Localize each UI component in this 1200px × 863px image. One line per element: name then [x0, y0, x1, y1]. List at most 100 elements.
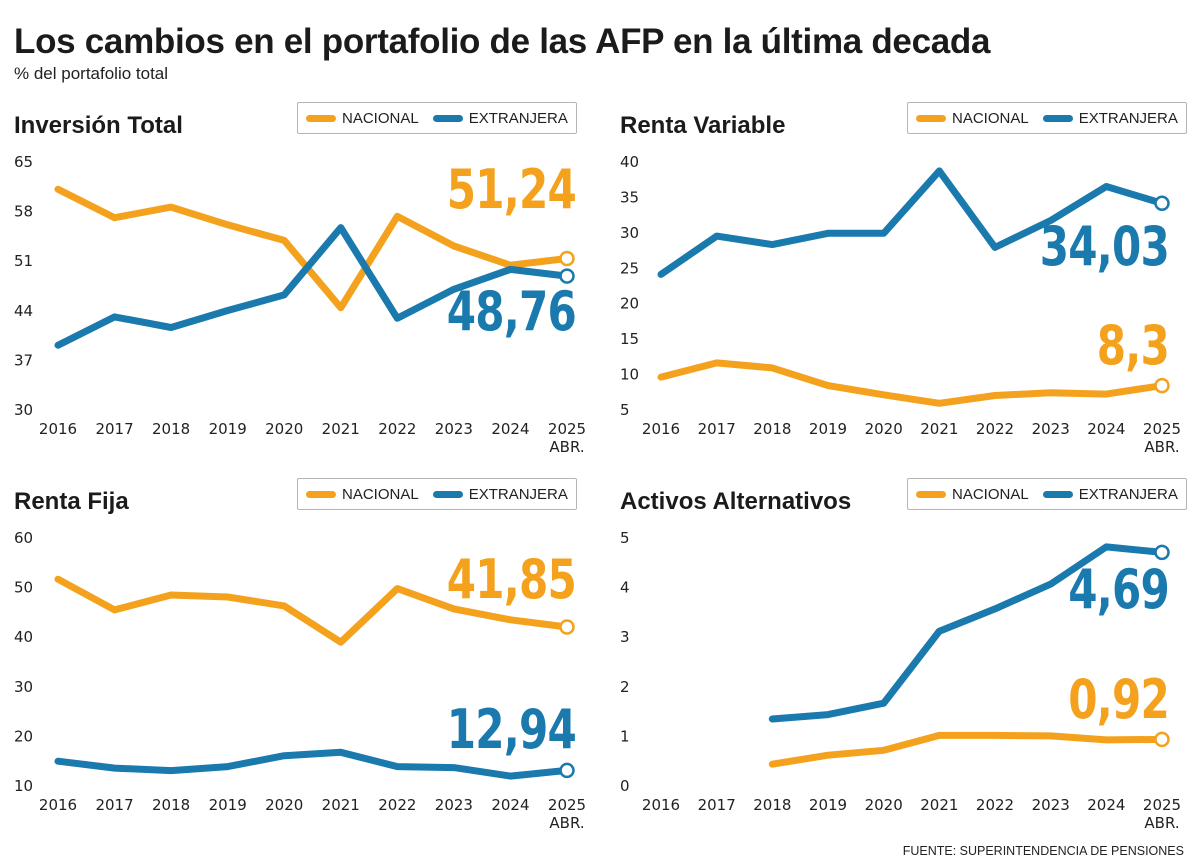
legend-item-extranjera: EXTRANJERA — [1042, 485, 1178, 503]
chart-panel-inversion-total: Inversión Total NACIONAL EXTRANJERA 30 37… — [14, 102, 594, 462]
value-label-extranjera: 12,94 — [447, 699, 576, 761]
y-tick-label: 37 — [14, 351, 33, 369]
x-tick-label: 2025 — [548, 796, 586, 814]
y-tick-label: 65 — [14, 153, 33, 171]
x-tick-label: 2016 — [642, 420, 680, 438]
y-tick-label: 20 — [620, 295, 639, 313]
chart-title: Renta Variable — [620, 112, 786, 139]
series-endpoint-extranjera — [1154, 195, 1170, 212]
series-endpoint-nacional — [559, 619, 575, 635]
legend-label-extranjera: EXTRANJERA — [468, 109, 568, 127]
y-tick-label: 4 — [620, 579, 630, 597]
y-tick-label: 3 — [620, 628, 630, 646]
x-tick-label: 2021 — [322, 796, 360, 814]
chart-legend: NACIONAL EXTRANJERA — [907, 102, 1187, 134]
y-tick-label: 40 — [620, 153, 639, 171]
legend-item-nacional: NACIONAL — [916, 486, 1029, 503]
y-tick-label: 30 — [14, 401, 33, 419]
y-tick-label: 58 — [14, 203, 33, 221]
value-label-nacional: 0,92 — [1068, 669, 1169, 731]
x-tick-label: 2016 — [39, 420, 77, 438]
x-tick-sublabel: ABR. — [549, 438, 584, 456]
y-tick-label: 30 — [620, 224, 639, 242]
x-tick-label: 2024 — [491, 796, 529, 814]
legend-label-nacional: NACIONAL — [342, 109, 419, 127]
y-tick-label: 0 — [620, 777, 630, 795]
series-line-extranjera — [768, 543, 1166, 723]
x-tick-label: 2018 — [753, 796, 791, 814]
x-tick-label: 2023 — [1032, 796, 1070, 814]
legend-label-nacional: NACIONAL — [342, 485, 419, 503]
x-tick-sublabel: ABR. — [1144, 438, 1179, 456]
line-chart: 10 20 30 40 50 60 2016 2017 2018 2019 2020 2021 2022… — [14, 529, 586, 832]
y-tick-label: 20 — [14, 727, 33, 745]
x-tick-label: 2019 — [209, 796, 247, 814]
x-tick-label: 2018 — [152, 796, 190, 814]
chart-panel-activos-alternativos: Activos Alternativos NACIONAL EXTRANJERA… — [620, 478, 1200, 838]
y-tick-label: 50 — [14, 579, 33, 597]
legend-swatch-extranjera — [432, 490, 463, 498]
legend-item-extranjera: EXTRANJERA — [432, 109, 568, 127]
x-tick-label: 2022 — [378, 796, 416, 814]
chart-legend: NACIONAL EXTRANJERA — [907, 478, 1187, 510]
line-chart: 0 1 2 3 4 5 2016 2017 2018 2019 2020 2021 2022 2023 20… — [620, 529, 1181, 832]
y-tick-label: 10 — [620, 366, 639, 384]
legend-label-extranjera: EXTRANJERA — [468, 485, 568, 503]
x-tick-label: 2017 — [698, 796, 736, 814]
x-tick-label: 2023 — [435, 796, 473, 814]
y-tick-label: 5 — [620, 529, 630, 547]
y-tick-label: 30 — [14, 678, 33, 696]
value-label-extranjera: 48,76 — [447, 281, 576, 343]
x-tick-label: 2021 — [920, 420, 958, 438]
x-tick-label: 2022 — [976, 420, 1014, 438]
chart-title: Renta Fija — [14, 488, 129, 515]
chart-title: Inversión Total — [14, 112, 183, 139]
series-line-nacional — [54, 185, 571, 312]
legend-label-extranjera: EXTRANJERA — [1078, 485, 1178, 503]
chart-legend: NACIONAL EXTRANJERA — [297, 478, 577, 510]
y-tick-label: 10 — [14, 777, 33, 795]
y-tick-label: 44 — [14, 302, 33, 320]
series-endpoint-extranjera — [1154, 544, 1170, 561]
x-tick-label: 2016 — [39, 796, 77, 814]
x-tick-label: 2020 — [865, 420, 903, 438]
y-tick-label: 51 — [14, 252, 33, 270]
x-tick-label: 2019 — [209, 420, 247, 438]
chart-panel-renta-fija: Renta Fija NACIONAL EXTRANJERA 10 20 30 40 5… — [14, 478, 594, 838]
series-endpoint-nacional — [1154, 731, 1170, 748]
x-tick-label: 2024 — [1087, 796, 1125, 814]
series-endpoint-nacional — [559, 250, 575, 267]
value-label-nacional: 8,3 — [1097, 315, 1169, 377]
x-tick-label: 2019 — [809, 420, 847, 438]
line-chart: 30 37 44 51 58 65 2016 2017 2018 2019 2020 2021 2022… — [14, 153, 586, 456]
legend-label-nacional: NACIONAL — [952, 485, 1029, 503]
x-tick-label: 2024 — [491, 420, 529, 438]
series-line-extranjera — [54, 224, 571, 349]
legend-item-nacional: NACIONAL — [916, 110, 1029, 127]
y-tick-label: 35 — [620, 188, 639, 206]
y-tick-label: 1 — [620, 727, 630, 745]
series-endpoint-extranjera — [559, 268, 575, 284]
series-endpoint-extranjera — [559, 762, 575, 779]
legend-swatch-extranjera — [432, 114, 463, 122]
legend-item-extranjera: EXTRANJERA — [1042, 110, 1178, 127]
x-tick-label: 2020 — [265, 420, 303, 438]
series-line-nacional — [768, 731, 1166, 768]
x-tick-sublabel: ABR. — [549, 814, 584, 832]
x-tick-label: 2021 — [322, 420, 360, 438]
value-label-extranjera: 34,03 — [1040, 216, 1169, 278]
x-tick-label: 2018 — [753, 420, 791, 438]
x-tick-label: 2025 — [1143, 420, 1181, 438]
x-tick-label: 2023 — [1032, 420, 1070, 438]
y-tick-label: 25 — [620, 259, 639, 277]
chart-legend: NACIONAL EXTRANJERA — [297, 102, 577, 134]
legend-item-extranjera: EXTRANJERA — [432, 485, 568, 503]
y-tick-label: 40 — [14, 628, 33, 646]
legend-item-nacional: NACIONAL — [306, 110, 419, 127]
x-tick-label: 2020 — [865, 796, 903, 814]
source-note: FUENTE: SUPERINTENDENCIA DE PENSIONES — [902, 844, 1184, 858]
legend-swatch-extranjera — [1042, 114, 1073, 122]
value-label-nacional: 41,85 — [447, 549, 576, 611]
series-line-nacional — [657, 359, 1166, 407]
